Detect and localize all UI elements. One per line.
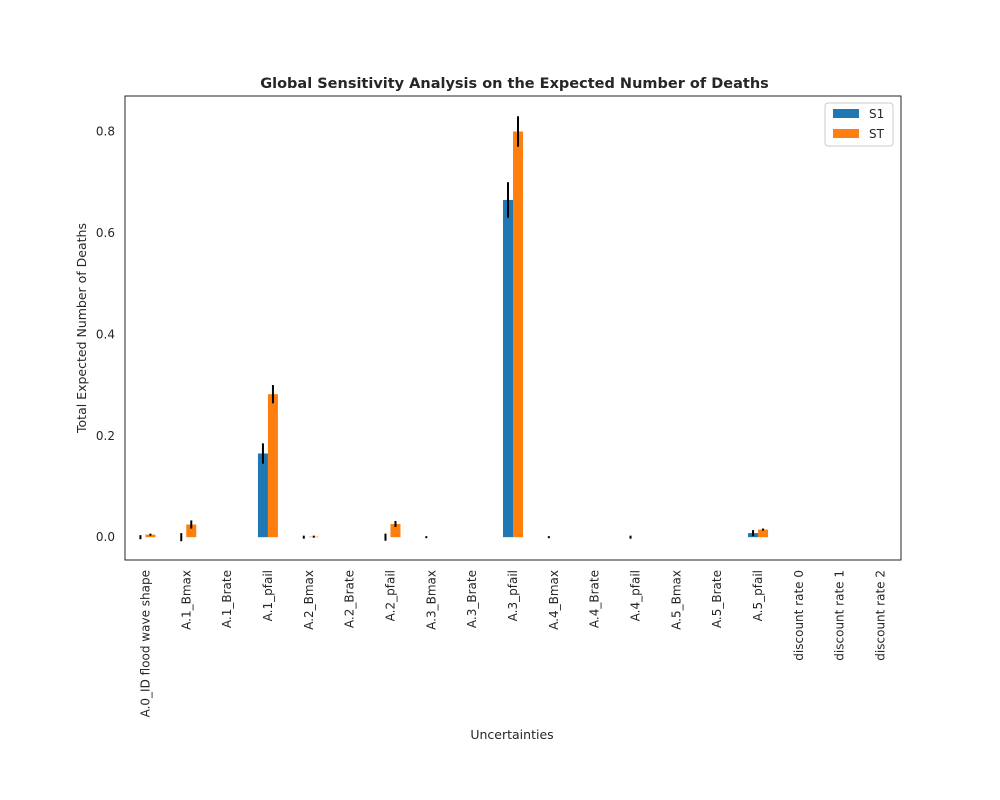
x-tick-label: A.2_Brate [343, 570, 357, 628]
bar-st-9 [513, 131, 523, 538]
y-tick-label: 0.4 [96, 327, 115, 341]
y-axis-ticks: 0.0 0.2 0.4 0.6 0.8 [96, 124, 115, 544]
x-tick-label: discount rate 1 [833, 570, 847, 661]
y-tick-label: 0.6 [96, 226, 115, 240]
y-axis-label: Total Expected Number of Deaths [74, 223, 89, 434]
x-tick-label: A.1_Brate [220, 570, 234, 628]
bar-st-1 [186, 524, 197, 538]
x-axis-ticks: A.0_ID flood wave shape A.1_Bmax A.1_Brate… [138, 570, 887, 717]
x-tick-label: A.4_Bmax [547, 570, 561, 630]
plot-frame [124, 95, 902, 561]
x-tick-label: A.3_Bmax [424, 570, 438, 630]
x-tick-label: A.0_ID flood wave shape [138, 570, 152, 717]
x-tick-label: A.1_Bmax [179, 570, 193, 630]
chart-title: Global Sensitivity Analysis on the Expec… [260, 76, 769, 92]
bar-st-0 [145, 534, 156, 538]
x-tick-label: A.4_pfail [629, 570, 643, 621]
x-tick-label: A.5_pfail [751, 570, 765, 621]
legend: S1 ST [824, 102, 894, 147]
y-tick-label: 0.2 [96, 429, 115, 443]
x-tick-label: A.3_Brate [465, 570, 479, 628]
x-tick-label: A.4_Brate [588, 570, 602, 628]
bar-st-6 [390, 523, 401, 538]
bar-st-3 [267, 394, 278, 538]
x-tick-label: A.5_Bmax [669, 570, 683, 630]
x-tick-label: A.3_pfail [506, 570, 520, 621]
plot-area [139, 116, 769, 542]
bar-st-15 [758, 529, 769, 538]
x-tick-label: discount rate 0 [792, 570, 806, 661]
legend-label-st: ST [869, 127, 885, 141]
x-tick-label: A.5_Brate [710, 570, 724, 628]
x-tick-label: A.2_Bmax [302, 570, 316, 630]
bar-s1-9 [503, 199, 513, 538]
x-tick-label: A.2_pfail [383, 570, 397, 621]
x-tick-label: discount rate 2 [874, 570, 888, 661]
x-tick-label: A.1_pfail [261, 570, 275, 621]
y-tick-label: 0.8 [96, 124, 115, 138]
y-tick-label: 0.0 [96, 530, 115, 544]
legend-label-s1: S1 [869, 107, 884, 121]
legend-swatch-st [833, 129, 859, 138]
x-axis-label: Uncertainties [470, 727, 553, 742]
bar-s1-3 [257, 453, 268, 538]
legend-swatch-s1 [833, 109, 859, 118]
